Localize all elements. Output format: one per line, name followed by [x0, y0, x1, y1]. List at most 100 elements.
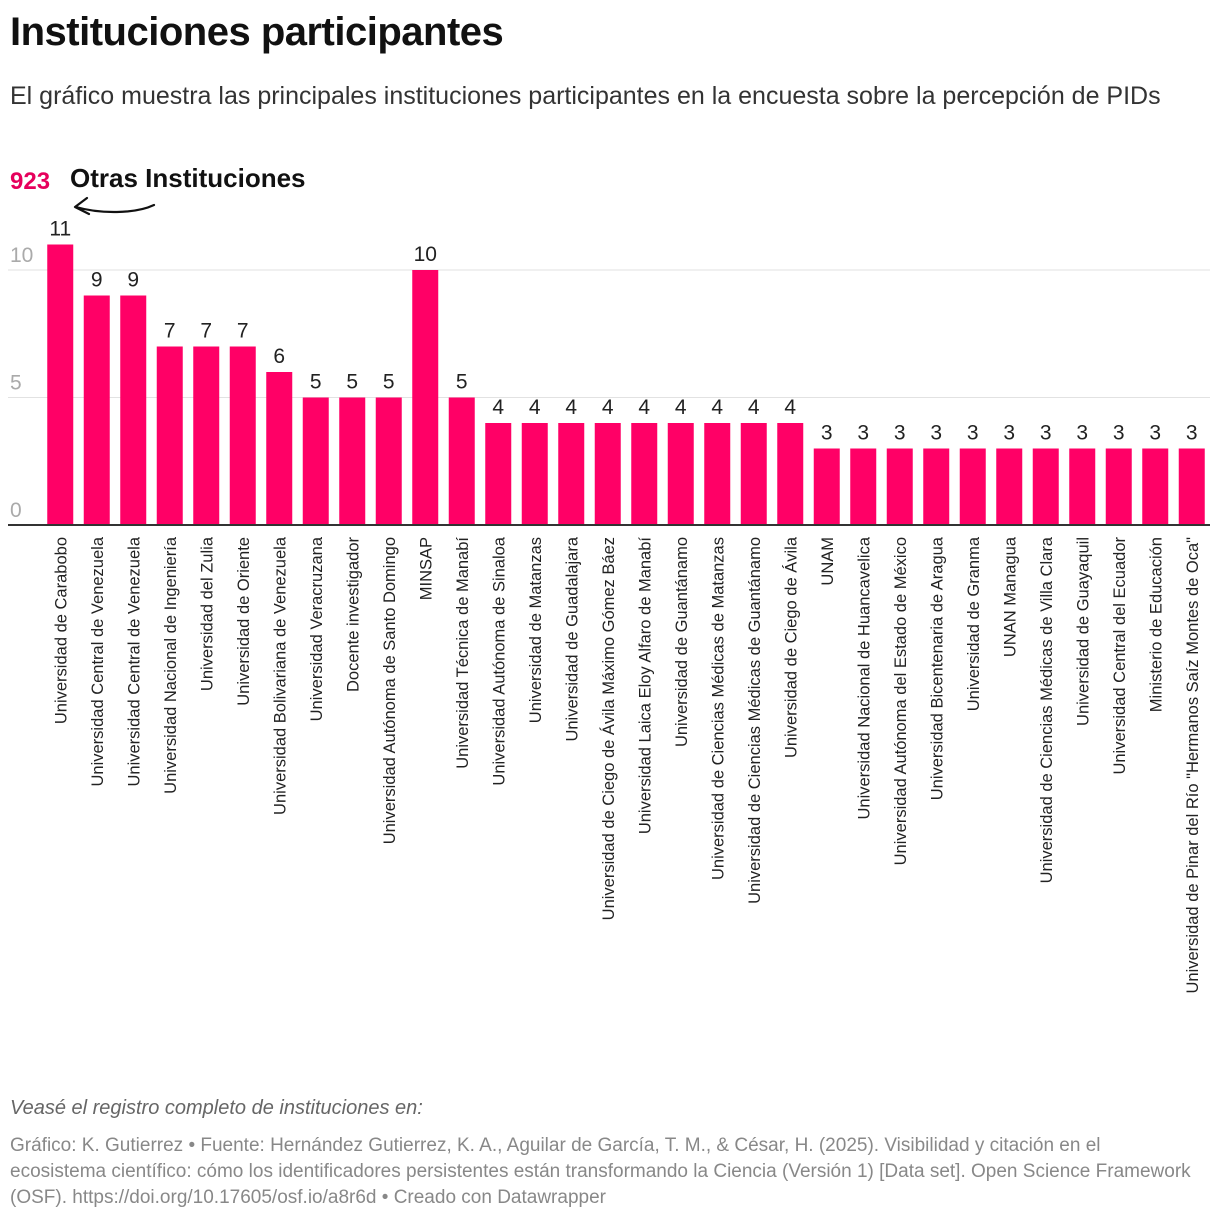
x-tick-label: Universidad Autónoma de Sinaloa [490, 536, 508, 785]
x-tick-label: Universidad de Pinar del Río "Hermanos S… [1184, 537, 1202, 994]
footnote: Veasé el registro completo de institucio… [10, 1097, 423, 1119]
data-label: 5 [456, 371, 468, 394]
x-tick-label: Universidad Central de Venezuela [89, 536, 107, 786]
annotation-arrow [73, 196, 156, 216]
y-tick-label: 10 [10, 244, 33, 267]
data-label: 5 [310, 371, 322, 394]
data-label: 7 [200, 320, 212, 343]
x-tick-label: Universidad de Granma [965, 536, 983, 711]
data-labels: 11 9 9 7 7 7 6 5 5 5 10 5 4 4 4 4 4 4 4 4 4 3 3 3 3 3 3 3 3 3 3 3 [49, 218, 1197, 445]
data-label: 3 [1186, 422, 1198, 445]
data-label: 10 [414, 243, 437, 266]
data-label: 3 [967, 422, 979, 445]
bar [375, 397, 402, 525]
bar [996, 448, 1023, 525]
bar [923, 448, 950, 525]
source-credit: Gráfico: K. Gutierrez • Fuente: Hernánde… [10, 1135, 1191, 1208]
data-label: 3 [930, 422, 942, 445]
data-label: 4 [492, 396, 504, 419]
x-tick-label: Universidad Central de Venezuela [125, 536, 143, 786]
x-axis-labels: Universidad de Carabobo Universidad Centr… [52, 536, 1202, 993]
x-tick-label: Universidad Técnica de Manabí [454, 537, 472, 769]
data-label: 4 [638, 396, 650, 419]
data-label: 4 [675, 396, 687, 419]
x-tick-label: Ministerio de Educación [1147, 537, 1165, 712]
y-axis-ticks: 0 5 10 [10, 244, 33, 522]
chart-subtitle: El gráfico muestra las principales insti… [10, 82, 1161, 110]
bar [777, 423, 804, 525]
bar [521, 423, 548, 525]
bar [1178, 448, 1205, 525]
x-tick-label: Universidad Nacional de Ingeniería [162, 536, 180, 794]
bar [740, 423, 767, 525]
x-tick-label: Universidad de Ciego de Ávila [781, 536, 800, 758]
bar [485, 423, 512, 525]
x-tick-label: Universidad de Guayaquil [1074, 537, 1092, 726]
bar [229, 346, 256, 525]
bar [266, 372, 293, 525]
x-tick-label: Universidad del Zulia [198, 536, 216, 691]
chart-title: Instituciones participantes [10, 10, 504, 54]
x-tick-label: MINSAP [417, 537, 435, 600]
bar [302, 397, 329, 525]
bar [959, 448, 986, 525]
x-tick-label: Universidad de Ciencias Médicas de Guant… [746, 537, 764, 904]
data-label: 5 [346, 371, 358, 394]
data-label: 3 [894, 422, 906, 445]
data-label: 9 [91, 269, 103, 292]
x-tick-label: Universidad de Ciego de Ávila Máximo Góm… [599, 537, 618, 920]
data-label: 5 [383, 371, 395, 394]
x-tick-label: Universidad de Guadalajara [563, 536, 581, 741]
x-tick-label: Universidad de Matanzas [527, 537, 545, 723]
bar [1069, 448, 1096, 525]
bar [412, 270, 439, 525]
bar [193, 346, 220, 525]
x-tick-label: Universidad Veracruzana [308, 536, 326, 721]
bar [339, 397, 366, 525]
bar [448, 397, 475, 525]
x-tick-label: Universidad de Oriente [235, 537, 253, 706]
bar [83, 295, 110, 525]
data-label: 7 [164, 320, 176, 343]
x-tick-label: UNAM [819, 537, 837, 586]
annotation-label: Otras Instituciones [70, 163, 306, 193]
data-label: 3 [1113, 422, 1125, 445]
data-label: 3 [1003, 422, 1015, 445]
bar [850, 448, 877, 525]
bar [667, 423, 694, 525]
data-label: 4 [748, 396, 760, 419]
data-label: 3 [1149, 422, 1161, 445]
y-tick-label: 0 [10, 499, 22, 522]
x-tick-label: Universidad Nacional de Huancavelica [855, 536, 873, 819]
y-tick-label: 5 [10, 372, 22, 395]
x-tick-label: Universidad de Carabobo [52, 537, 70, 724]
data-label: 9 [127, 269, 139, 292]
data-label: 4 [529, 396, 541, 419]
data-label: 4 [784, 396, 796, 419]
bar [1105, 448, 1132, 525]
bar [558, 423, 585, 525]
data-label: 11 [49, 218, 71, 241]
x-tick-label: Universidad Bolivariana de Venezuela [271, 536, 289, 815]
bar [1142, 448, 1169, 525]
gridlines [8, 269, 1210, 398]
data-label: 3 [857, 422, 869, 445]
data-label: 3 [821, 422, 833, 445]
x-tick-label: Universidad Autónoma del Estado de Méxic… [892, 537, 910, 865]
data-label: 3 [1040, 422, 1052, 445]
x-tick-label: UNAN Managua [1001, 536, 1019, 657]
x-tick-label: Universidad Autónoma de Santo Domingo [381, 537, 399, 844]
bar [704, 423, 731, 525]
data-label: 4 [711, 396, 723, 419]
x-tick-label: Universidad Bicentenaria de Aragua [928, 536, 946, 800]
x-tick-label: Universidad de Ciencias Médicas de Matan… [709, 537, 727, 880]
bar [156, 346, 183, 525]
data-label: 7 [237, 320, 249, 343]
data-label: 4 [602, 396, 614, 419]
bar [594, 423, 621, 525]
data-label: 3 [1076, 422, 1088, 445]
bars [47, 244, 1205, 525]
bar [47, 244, 74, 525]
x-tick-label: Universidad de Guantánamo [673, 537, 691, 747]
